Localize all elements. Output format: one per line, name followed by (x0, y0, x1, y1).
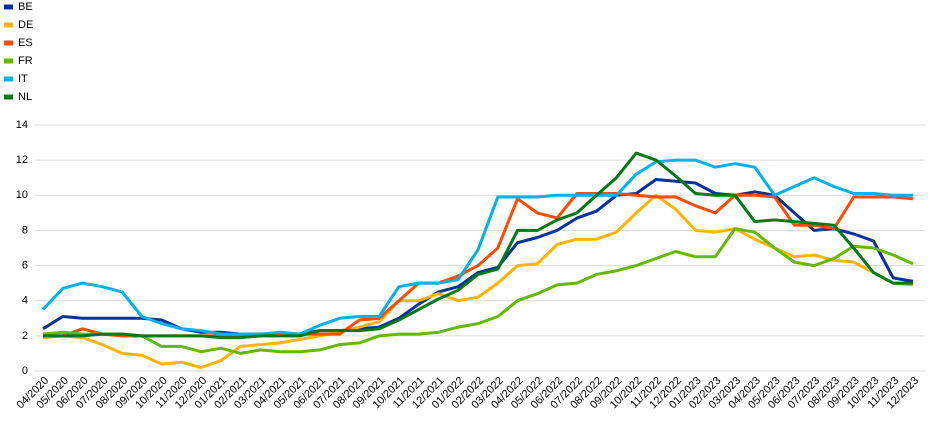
series-line (43, 151, 913, 340)
series-line (43, 192, 914, 338)
y-tick-label: 2 (22, 330, 28, 342)
series-line (42, 193, 914, 369)
y-tick-label: 4 (22, 295, 28, 307)
y-tick-label: 6 (22, 259, 28, 271)
legend-label: DE (18, 19, 33, 31)
y-tick-label: 14 (16, 119, 28, 131)
legend-label: IT (18, 73, 28, 85)
legend-swatch (4, 94, 13, 100)
legend-swatch (4, 4, 13, 10)
legend-swatch (4, 22, 13, 28)
legend-swatch (4, 76, 13, 82)
series-line (42, 227, 914, 355)
y-tick-label: 10 (16, 189, 28, 201)
y-tick-label: 8 (22, 224, 28, 236)
y-tick-label: 12 (16, 154, 28, 166)
series-line (41, 158, 913, 336)
legend-swatch (4, 58, 13, 64)
y-tick-label: 0 (22, 365, 28, 377)
series-line (42, 178, 914, 336)
legend-label: ES (18, 37, 33, 49)
legend-label: BE (18, 1, 33, 13)
legend-swatch (4, 40, 13, 46)
legend-label: NL (18, 91, 32, 103)
legend-label: FR (18, 55, 33, 67)
